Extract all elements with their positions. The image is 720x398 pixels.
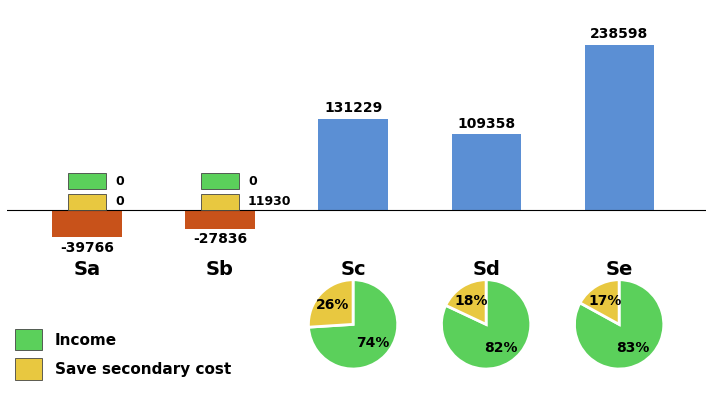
Wedge shape bbox=[308, 280, 353, 327]
Text: 74%: 74% bbox=[356, 336, 390, 350]
Bar bbox=[451, 134, 521, 210]
Wedge shape bbox=[446, 280, 486, 324]
Bar bbox=[68, 194, 106, 210]
Text: 0: 0 bbox=[248, 174, 257, 187]
Bar bbox=[68, 173, 106, 189]
Wedge shape bbox=[441, 280, 531, 369]
Bar bbox=[585, 45, 654, 210]
Text: 82%: 82% bbox=[484, 341, 518, 355]
Bar bbox=[318, 119, 387, 210]
Bar bbox=[186, 210, 255, 229]
Text: 0: 0 bbox=[115, 174, 124, 187]
Text: 17%: 17% bbox=[588, 294, 622, 308]
Text: 238598: 238598 bbox=[590, 27, 648, 41]
Text: 18%: 18% bbox=[454, 294, 488, 308]
Text: 109358: 109358 bbox=[457, 117, 516, 131]
Text: 0: 0 bbox=[115, 195, 124, 209]
Text: 83%: 83% bbox=[616, 341, 650, 355]
Legend: Income, Save secondary cost: Income, Save secondary cost bbox=[15, 329, 231, 380]
Wedge shape bbox=[580, 280, 619, 324]
Text: -39766: -39766 bbox=[60, 241, 114, 255]
Text: 26%: 26% bbox=[316, 298, 350, 312]
Text: 11930: 11930 bbox=[248, 195, 292, 209]
Text: -27836: -27836 bbox=[193, 232, 247, 246]
Bar bbox=[53, 210, 122, 237]
Bar bbox=[202, 194, 238, 210]
Text: 131229: 131229 bbox=[324, 101, 382, 115]
Bar bbox=[202, 173, 238, 189]
Wedge shape bbox=[575, 280, 664, 369]
Wedge shape bbox=[309, 280, 397, 369]
